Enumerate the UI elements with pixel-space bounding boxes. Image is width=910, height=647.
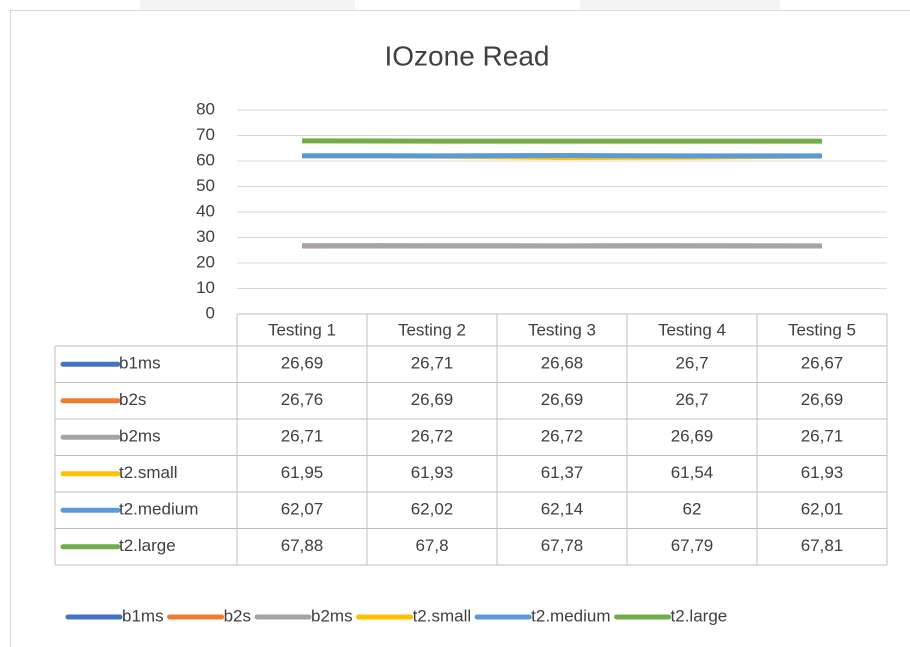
table-cell: 62,14 [541,500,584,519]
legend-label: t2.large [671,606,728,625]
table-cell: 26,7 [675,390,708,409]
x-tick-label: Testing 1 [268,320,336,339]
table-cell: 61,93 [801,463,844,482]
table-cell: 62 [683,500,702,519]
table-cell: 67,78 [541,536,584,555]
x-tick-label: Testing 4 [658,320,726,339]
table-cell: 67,79 [671,536,714,555]
table-cell: 26,72 [411,427,454,446]
table-cell: 67,81 [801,536,844,555]
row-label: b1ms [119,354,161,373]
y-tick-label: 0 [206,303,215,322]
table-cell: 67,88 [281,536,324,555]
table-cell: 26,67 [801,354,844,373]
table-cell: 61,54 [671,463,714,482]
y-tick-label: 50 [196,176,215,195]
x-tick-label: Testing 3 [528,320,596,339]
table-cell: 62,02 [411,500,454,519]
table-cell: 26,71 [801,427,844,446]
legend-label: b2s [224,606,251,625]
table-cell: 26,69 [801,390,844,409]
legend-label: b1ms [122,606,164,625]
table-cell: 61,37 [541,463,584,482]
table-cell: 67,8 [415,536,448,555]
tab [140,0,355,9]
row-label: t2.medium [119,500,198,519]
x-tick-label: Testing 5 [788,320,856,339]
x-tick-label: Testing 2 [398,320,466,339]
y-tick-label: 70 [196,125,215,144]
table-cell: 26,68 [541,354,584,373]
row-label: b2ms [119,427,161,446]
y-tick-label: 10 [196,278,215,297]
table-cell: 61,95 [281,463,324,482]
y-tick-label: 60 [196,150,215,169]
y-tick-label: 30 [196,227,215,246]
legend-label: t2.medium [531,606,610,625]
y-tick-label: 20 [196,252,215,271]
row-label: t2.small [119,463,178,482]
table-cell: 26,71 [411,354,454,373]
table-cell: 26,69 [281,354,324,373]
row-label: b2s [119,390,146,409]
y-tick-label: 40 [196,201,215,220]
y-tick-label: 80 [196,99,215,118]
legend-label: t2.small [413,606,472,625]
table-cell: 61,93 [411,463,454,482]
table-cell: 26,76 [281,390,324,409]
table-cell: 26,71 [281,427,324,446]
table-cell: 62,07 [281,500,324,519]
chart-title: IOzone Read [385,40,550,71]
legend-label: b2ms [311,606,353,625]
row-label: t2.large [119,536,176,555]
table-cell: 26,7 [675,354,708,373]
table-cell: 62,01 [801,500,844,519]
table-cell: 26,69 [411,390,454,409]
tab [580,0,780,9]
table-cell: 26,72 [541,427,584,446]
table-cell: 26,69 [541,390,584,409]
chart-border [10,10,910,647]
table-cell: 26,69 [671,427,714,446]
